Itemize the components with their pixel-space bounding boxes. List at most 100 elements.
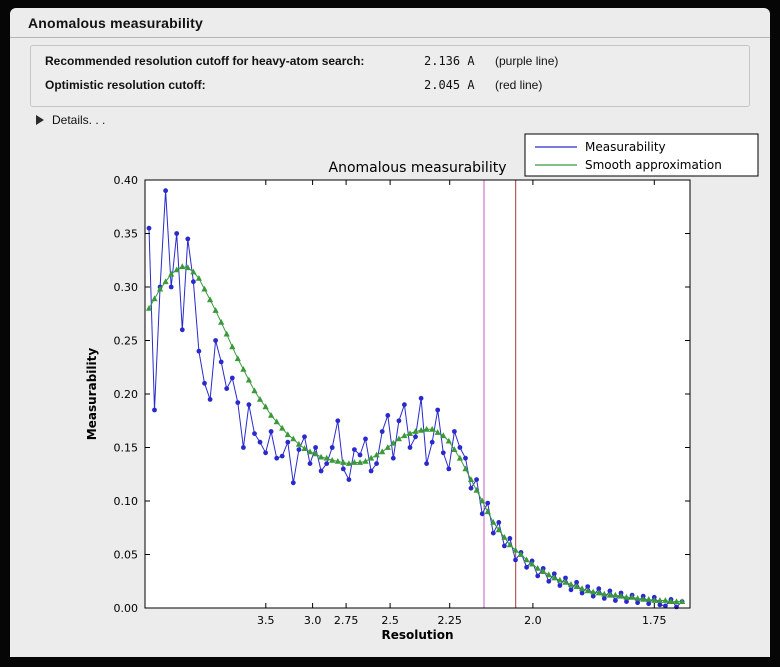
measurability-point [246,402,252,408]
smooth-point [190,268,197,275]
x-tick-label: 3.5 [257,614,275,627]
smooth-point [245,376,252,383]
measurability-point [635,600,640,606]
smooth-point [168,270,175,277]
measurability-point [574,579,579,585]
measurability-point [440,450,446,456]
smooth-point [606,591,613,598]
measurability-point [268,429,274,434]
measurability-point [507,536,513,541]
measurability-point [363,436,368,442]
smooth-point [406,430,414,436]
smooth-point [573,583,580,589]
measurability-point [424,461,429,466]
smooth-point [179,263,186,270]
measurability-point [313,445,318,450]
measurability-point [324,461,330,466]
plot-area [145,180,690,608]
smooth-point [567,581,575,587]
smooth-point [312,450,319,457]
smooth-point [634,595,641,601]
y-tick-label: 0.00 [114,602,139,615]
cutoff-summary-panel: Recommended resolution cutoff for heavy-… [30,45,750,107]
recommended-cutoff-row: Recommended resolution cutoff for heavy-… [31,54,749,72]
measurability-point [163,188,169,194]
smooth-point [240,366,247,372]
x-tick-label: 1.75 [642,614,667,627]
smooth-point [195,275,202,281]
measurability-point [263,450,268,456]
smooth-point [290,435,297,442]
smooth-point [151,295,158,302]
smooth-point [279,424,286,431]
measurability-point [496,520,502,525]
y-tick-label: 0.25 [114,335,139,348]
measurability-point [390,455,396,461]
measurability-point [174,231,180,236]
measurability-point [346,477,352,482]
measurability-point [457,445,463,450]
smooth-point [434,429,441,435]
smooth-point [395,435,402,442]
measurability-point [551,571,557,577]
smooth-point [451,446,458,452]
smooth-point [351,459,358,465]
measurability-point [379,429,385,434]
measurability-point [352,447,357,452]
smooth-point [517,551,525,557]
measurability-point [179,327,185,333]
measurability-point [296,447,302,452]
smooth-point [184,264,191,271]
measurability-point [590,593,596,599]
smooth-point [467,476,475,482]
measurability-point [596,586,602,592]
smooth-point [145,305,153,311]
disclosure-triangle-icon [36,115,44,125]
smooth-point [334,458,341,464]
smooth-point [345,460,352,466]
smooth-point [679,598,686,604]
measurability-point [318,468,324,474]
smooth-point [601,590,608,597]
smooth-point [323,454,330,461]
legend-label: Measurability [585,140,666,154]
measurability-point [191,279,196,285]
measurability-point [607,588,613,594]
x-axis-label: Resolution [381,628,453,642]
smooth-point [318,453,325,460]
legend-label: Smooth approximation [585,158,722,172]
y-tick-label: 0.10 [114,495,139,508]
smooth-point [301,445,308,451]
smooth-point [262,403,269,410]
measurability-point [213,338,219,343]
smooth-point [534,565,541,571]
smooth-point [212,307,219,313]
recommended-cutoff-note: (purple line) [495,54,559,68]
measurability-point [490,530,496,536]
measurability-point [413,434,418,440]
measurability-point [374,461,379,466]
smooth-point [667,598,675,604]
measurability-point [307,461,313,466]
smooth-point [612,591,619,598]
measurability-point [674,604,679,610]
measurability-point [613,598,618,603]
measurability-point [196,348,202,354]
measurability-point [335,418,341,424]
smooth-point [640,596,647,602]
measurability-point [357,452,363,458]
smooth-point [223,330,230,337]
measurability-point [446,466,452,472]
measurability-point [385,413,391,418]
measurability-point [568,587,574,593]
optimistic-cutoff-label: Optimistic resolution cutoff: [45,78,206,92]
smooth-point [501,534,508,540]
measurability-point [224,386,230,391]
smooth-point [256,396,264,402]
smooth-point [540,568,547,574]
smooth-point [390,439,397,446]
smooth-point [201,285,208,292]
details-disclosure[interactable]: Details. . . [36,113,105,127]
y-tick-label: 0.05 [114,549,139,562]
y-tick-label: 0.35 [114,228,139,241]
